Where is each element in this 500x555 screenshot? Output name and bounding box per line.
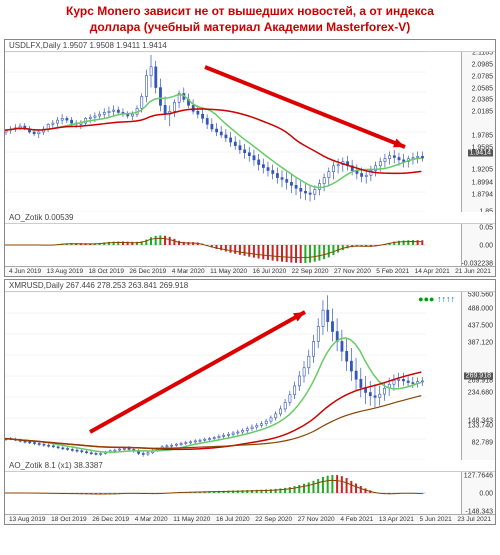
indicator1-header: AO_Zotik 0.00539 [5, 212, 495, 224]
chart-xmrusd: XMRUSD,Daily 267.446 278.253 263.841 269… [4, 279, 496, 525]
indicator1-svg [5, 224, 460, 266]
chart-usdlfx: USDLFX,Daily 1.9507 1.9508 1.9411 1.9414… [4, 39, 496, 277]
title-line1: Курс Monero зависит не от вышедших новос… [10, 4, 490, 20]
indicator1-ylabels: 0.050.00-0.032238 [461, 224, 495, 266]
blue-arrows-icon: ↑↑↑↑ [437, 294, 455, 304]
chart2-markers: ●●● ↑↑↑↑ [418, 294, 455, 304]
chart1-header: USDLFX,Daily 1.9507 1.9508 1.9411 1.9414 [5, 40, 495, 52]
indicator2-svg [5, 472, 460, 514]
green-dots-icon: ●●● [418, 294, 434, 304]
indicator2-header: AO_Zotik 8.1 (x1) 38.3387 [5, 460, 495, 472]
indicator2-area[interactable]: 127.76460.00-148.343 [5, 472, 495, 514]
chart1-ylabels: 2.11852.09852.07852.05852.03852.01851.97… [461, 52, 495, 212]
chart1-xaxis: 4 Jun 201913 Aug 201918 Oct 201926 Dec 2… [5, 266, 495, 276]
chart2-header: XMRUSD,Daily 267.446 278.253 263.841 269… [5, 280, 495, 292]
title-line2: доллара (учебный материал Академии Maste… [10, 20, 490, 36]
indicator1-area[interactable]: 0.050.00-0.032238 [5, 224, 495, 266]
chart2-xaxis: 13 Aug 201918 Oct 201926 Dec 20194 Mar 2… [5, 514, 495, 524]
chart1-area[interactable]: 2.11852.09852.07852.05852.03852.01851.97… [5, 52, 495, 212]
indicator2-ylabels: 127.76460.00-148.343 [461, 472, 495, 514]
page-title: Курс Monero зависит не от вышедших новос… [0, 0, 500, 37]
chart2-svg [5, 292, 460, 460]
chart2-area[interactable]: ●●● ↑↑↑↑ 530.560488.000437.500387.120286… [5, 292, 495, 460]
chart2-ylabels: 530.560488.000437.500387.120286.160269.9… [461, 292, 495, 460]
chart1-svg [5, 52, 460, 212]
